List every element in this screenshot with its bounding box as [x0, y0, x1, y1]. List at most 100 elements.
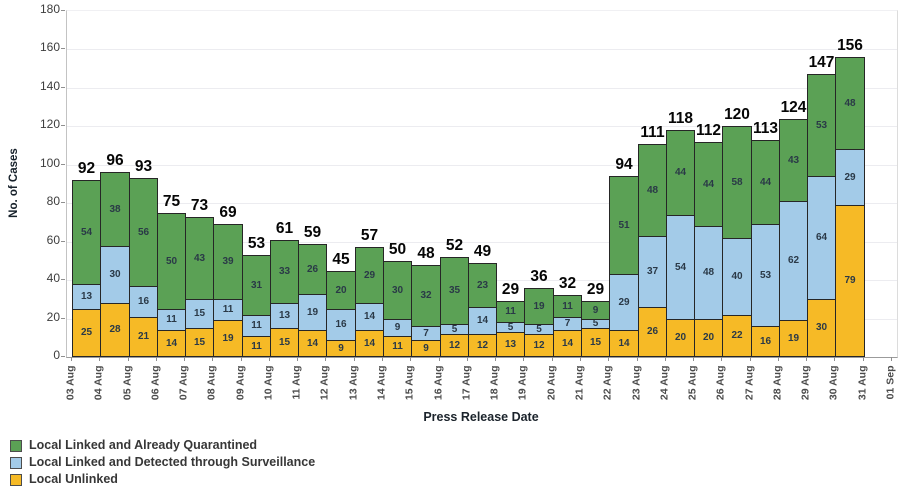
bar-segment[interactable]: 31: [242, 255, 271, 316]
x-tick-label: 12 Aug: [318, 365, 331, 401]
bar-segment[interactable]: 12: [440, 334, 469, 357]
bar-segment[interactable]: 19: [213, 320, 243, 357]
bar-segment[interactable]: 13: [270, 303, 299, 329]
bar-segment[interactable]: 15: [270, 328, 299, 357]
bar-segment[interactable]: 26: [298, 244, 327, 295]
bar-segment[interactable]: 11: [242, 336, 271, 357]
bar-segment[interactable]: 44: [751, 140, 780, 225]
bar-segment[interactable]: 9: [326, 340, 356, 357]
bar-segment[interactable]: 5: [524, 324, 554, 335]
bar-segment[interactable]: 54: [72, 180, 101, 285]
bar-segment[interactable]: 43: [185, 217, 214, 300]
bar-segment-label: 11: [251, 340, 262, 352]
bar-segment[interactable]: 16: [129, 286, 158, 318]
bar-segment[interactable]: 53: [807, 74, 836, 177]
legend-item-quarantined[interactable]: Local Linked and Already Quarantined: [10, 437, 315, 454]
bar-segment[interactable]: 14: [355, 303, 384, 331]
bar-segment[interactable]: 44: [666, 130, 695, 216]
bar-segment[interactable]: 29: [835, 149, 865, 206]
bar-segment[interactable]: 29: [609, 274, 639, 331]
bar-segment[interactable]: 13: [496, 332, 525, 357]
bar-segment[interactable]: 32: [411, 265, 441, 327]
bar-segment[interactable]: 23: [468, 263, 497, 308]
bar-segment[interactable]: 9: [581, 301, 610, 320]
bar-segment[interactable]: 14: [298, 330, 327, 357]
bar-segment[interactable]: 64: [807, 176, 836, 300]
bar-segment-label: 29: [618, 296, 630, 308]
bar-segment[interactable]: 12: [468, 334, 497, 357]
bar-total-label: 29: [501, 281, 520, 298]
bar-segment[interactable]: 11: [213, 299, 243, 321]
bar-segment[interactable]: 14: [468, 307, 497, 335]
bar-segment[interactable]: 11: [157, 309, 186, 331]
x-tick-label: 23 Aug: [630, 365, 643, 401]
bar-segment[interactable]: 14: [609, 330, 639, 357]
bar-segment[interactable]: 12: [524, 334, 554, 357]
bar-segment[interactable]: 16: [751, 326, 780, 357]
bar-segment[interactable]: 20: [326, 271, 356, 310]
bar-segment[interactable]: 19: [298, 294, 327, 331]
bar-segment[interactable]: 48: [835, 57, 865, 150]
bar-segment[interactable]: 19: [779, 320, 808, 357]
bar-segment[interactable]: 14: [553, 330, 582, 357]
bar-segment[interactable]: 40: [722, 238, 752, 316]
bar-segment[interactable]: 48: [694, 226, 723, 320]
bar-segment[interactable]: 33: [270, 240, 299, 304]
bar-segment[interactable]: 19: [524, 288, 554, 325]
bar-segment[interactable]: 50: [157, 213, 186, 310]
x-axis-title: Press Release Date: [423, 410, 539, 424]
x-tick-mark: [438, 357, 440, 361]
bar-segment-label: 26: [306, 263, 319, 275]
bar-segment[interactable]: 51: [609, 176, 639, 275]
bar-segment[interactable]: 30: [100, 246, 130, 304]
bar-segment-label: 7: [564, 318, 571, 329]
bar-segment-label: 19: [533, 300, 545, 312]
bar-segment[interactable]: 53: [751, 224, 780, 327]
bar-segment[interactable]: 9: [383, 319, 412, 337]
bar-segment[interactable]: 20: [666, 319, 695, 357]
bar-segment[interactable]: 43: [779, 119, 808, 202]
x-tick-label: 11 Aug: [290, 365, 303, 400]
bar-segment[interactable]: 58: [722, 126, 752, 239]
bar-segment[interactable]: 79: [835, 205, 865, 357]
bar-segment[interactable]: 5: [496, 322, 525, 333]
bar-segment[interactable]: 35: [440, 257, 469, 325]
bar-segment[interactable]: 20: [694, 319, 723, 357]
bar-segment[interactable]: 13: [72, 284, 101, 310]
bar-segment[interactable]: 54: [666, 215, 695, 320]
bar-segment[interactable]: 44: [694, 142, 723, 227]
bar-segment-label: 48: [646, 184, 659, 196]
bar-segment[interactable]: 38: [100, 172, 130, 247]
bar-segment[interactable]: 7: [553, 317, 582, 331]
bar-segment[interactable]: 48: [638, 144, 667, 237]
bar-segment[interactable]: 22: [722, 315, 752, 357]
bar-segment[interactable]: 15: [185, 328, 214, 357]
bar-segment[interactable]: 15: [185, 299, 214, 329]
x-tick-mark: [664, 357, 666, 361]
bar-segment[interactable]: 39: [213, 224, 243, 300]
bar-segment[interactable]: 25: [72, 309, 101, 357]
bar-segment[interactable]: 11: [242, 315, 271, 337]
bar-segment[interactable]: 37: [638, 236, 667, 308]
bar-segment[interactable]: 16: [326, 309, 356, 341]
bar-segment[interactable]: 30: [383, 261, 412, 320]
bar-segment-label: 15: [193, 336, 206, 348]
bar-segment[interactable]: 9: [411, 340, 441, 357]
bar-segment[interactable]: 29: [355, 247, 384, 304]
bar-segment[interactable]: 30: [807, 299, 836, 357]
bar-segment[interactable]: 5: [440, 324, 469, 335]
bar-segment-label: 12: [533, 339, 545, 351]
bar-segment[interactable]: 14: [355, 330, 384, 357]
bar-segment[interactable]: 62: [779, 201, 808, 321]
bar-segment[interactable]: 7: [411, 326, 441, 341]
bar-segment[interactable]: 28: [100, 303, 130, 357]
bar-segment[interactable]: 15: [581, 328, 610, 357]
legend-item-unlinked[interactable]: Local Unlinked: [10, 471, 315, 488]
bar-segment[interactable]: 14: [157, 330, 186, 357]
bar-segment[interactable]: 26: [638, 307, 667, 357]
bar-segment[interactable]: 11: [496, 301, 525, 323]
legend-item-surveillance[interactable]: Local Linked and Detected through Survei…: [10, 454, 315, 471]
bar-segment[interactable]: 11: [383, 336, 412, 357]
bar-segment[interactable]: 5: [581, 319, 610, 329]
bar-segment[interactable]: 21: [129, 317, 158, 357]
